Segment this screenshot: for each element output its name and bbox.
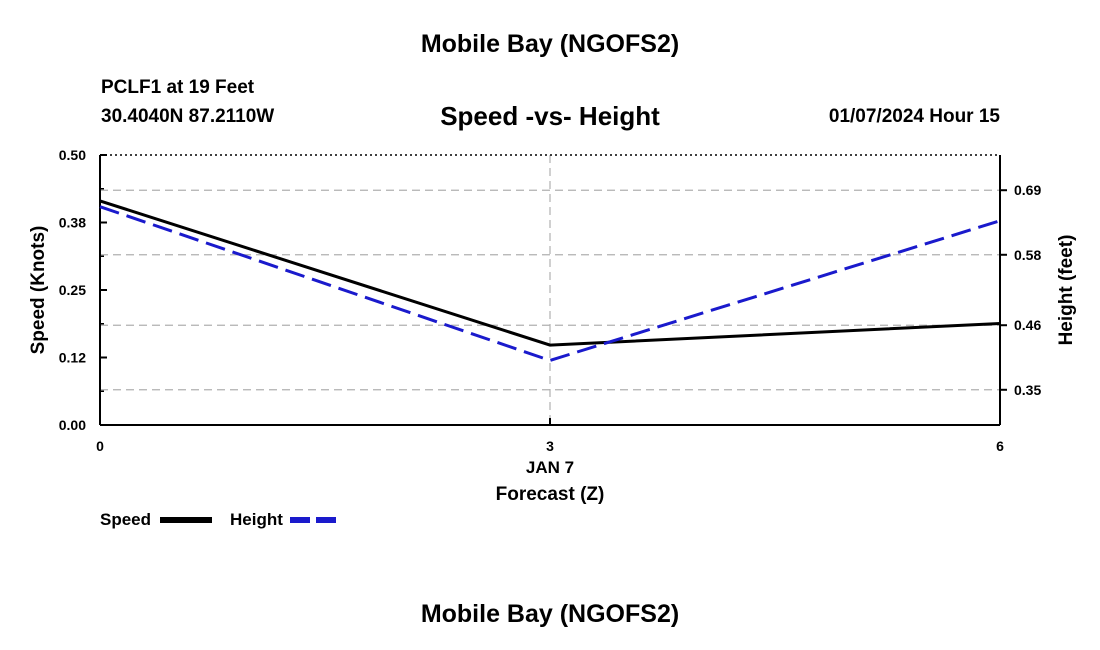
chart-title: Speed -vs- Height [440,101,660,131]
y2-axis-title: Height (feet) [1056,235,1077,346]
y-tick-label: 0.50 [59,147,86,163]
x-tick-label: 3 [546,438,554,454]
forecast-datetime: 01/07/2024 Hour 15 [828,106,1000,127]
legend-height-swatch [290,517,342,523]
station-label: PCLF1 at 19 Feet [101,77,255,98]
x-axis-title: Forecast (Z) [496,484,605,505]
legend-speed-swatch [160,517,212,523]
y-tick-label: 0.25 [59,282,86,298]
series-line-height [99,205,1001,363]
y-tick-label: 0.00 [59,417,86,433]
series-line-speed [99,199,1001,347]
station-coordinates: 30.4040N 87.2110W [101,106,275,127]
x-tick-label: 0 [96,438,104,454]
y2-tick-label: 0.58 [1014,247,1041,263]
legend-height-label: Height [230,510,283,529]
legend-speed-label: Speed [100,510,152,529]
x-tick-label: 6 [996,438,1004,454]
y2-tick-label: 0.69 [1014,182,1041,198]
y2-tick-label: 0.35 [1014,382,1041,398]
page-title: Mobile Bay (NGOFS2) [420,30,680,58]
x-date-label: JAN 7 [526,458,574,477]
footer-title: Mobile Bay (NGOFS2) [420,600,680,628]
y-tick-label: 0.38 [59,215,86,231]
y-axis-title: Speed (Knots) [28,226,49,355]
y-tick-label: 0.12 [59,350,86,366]
y2-tick-label: 0.46 [1014,317,1041,333]
